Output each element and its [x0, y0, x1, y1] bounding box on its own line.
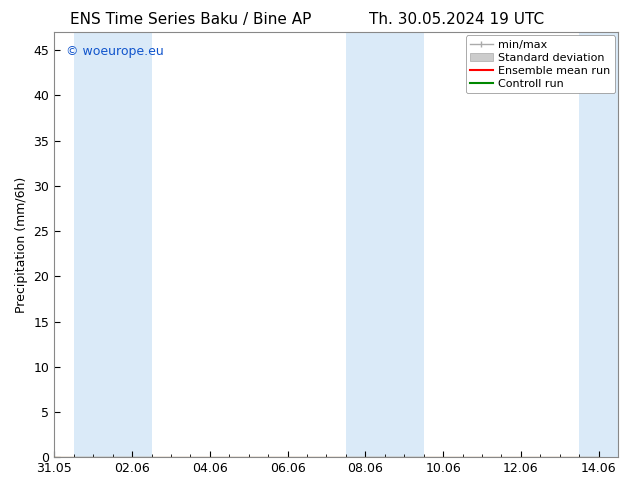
- Legend: min/max, Standard deviation, Ensemble mean run, Controll run: min/max, Standard deviation, Ensemble me…: [466, 35, 615, 93]
- Text: © woeurope.eu: © woeurope.eu: [65, 45, 164, 58]
- Bar: [74, 32, 152, 457]
- Bar: [579, 32, 634, 457]
- Text: Th. 30.05.2024 19 UTC: Th. 30.05.2024 19 UTC: [369, 12, 544, 27]
- Bar: [346, 32, 424, 457]
- Y-axis label: Precipitation (mm/6h): Precipitation (mm/6h): [15, 176, 28, 313]
- Text: ENS Time Series Baku / Bine AP: ENS Time Series Baku / Bine AP: [70, 12, 311, 27]
